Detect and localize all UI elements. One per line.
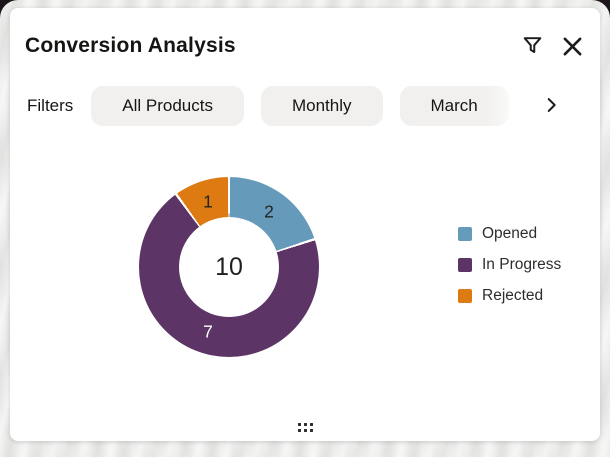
- donut-chart[interactable]: 10 2 7 1: [139, 177, 319, 357]
- chip-all-products[interactable]: All Products: [91, 86, 244, 126]
- legend-item-rejected[interactable]: Rejected: [458, 280, 561, 311]
- grip-dots-icon: [298, 423, 301, 426]
- funnel-icon: [520, 33, 545, 59]
- close-icon: [559, 33, 586, 60]
- scroll-next-button[interactable]: [536, 91, 566, 121]
- segment-value-label: 1: [203, 191, 213, 212]
- chip-march[interactable]: March: [399, 86, 509, 126]
- donut-hole: 10: [179, 217, 279, 317]
- filter-chips-scroller: All Products Monthly March: [91, 86, 529, 126]
- donut-center-total: 10: [215, 252, 243, 281]
- legend-swatch-rejected: [458, 288, 472, 303]
- widget-header: Conversion Analysis: [25, 30, 586, 62]
- legend-label: Rejected: [482, 286, 544, 304]
- legend-label: Opened: [482, 224, 538, 242]
- legend-item-opened[interactable]: Opened: [458, 218, 561, 249]
- legend-item-in-progress[interactable]: In Progress: [458, 249, 561, 280]
- chart-legend: Opened In Progress Rejected: [458, 218, 561, 311]
- filters-row: Filters All Products Monthly March: [27, 86, 600, 126]
- filter-button[interactable]: [518, 32, 546, 60]
- chevron-right-icon: [540, 94, 562, 119]
- legend-swatch-in-progress: [458, 257, 472, 272]
- chip-monthly[interactable]: Monthly: [260, 86, 383, 126]
- segment-value-label: 2: [264, 201, 274, 222]
- legend-swatch-opened: [458, 226, 472, 241]
- conversion-analysis-widget: Conversion Analysis Filters All Products…: [10, 8, 600, 441]
- legend-label: In Progress: [482, 255, 562, 273]
- drag-handle[interactable]: [298, 423, 313, 432]
- close-button[interactable]: [558, 32, 586, 60]
- filter-chips-track: All Products Monthly March: [91, 86, 528, 126]
- segment-value-label: 7: [203, 321, 213, 342]
- filters-label: Filters: [27, 96, 74, 115]
- widget-title: Conversion Analysis: [25, 34, 236, 57]
